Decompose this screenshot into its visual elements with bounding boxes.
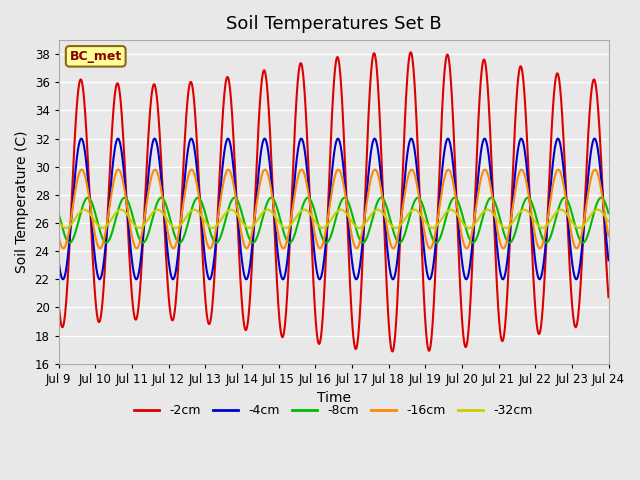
- -4cm: [150, 136, 158, 142]
- -2cm: [594, 105, 602, 111]
- -4cm: [59, 276, 67, 282]
- -2cm: [535, 331, 543, 337]
- -8cm: [118, 198, 125, 204]
- X-axis label: Time: Time: [317, 391, 351, 405]
- -4cm: [290, 190, 298, 195]
- Text: BC_met: BC_met: [70, 50, 122, 63]
- -8cm: [66, 240, 74, 246]
- -2cm: [605, 294, 612, 300]
- -2cm: [289, 159, 297, 165]
- Title: Soil Temperatures Set B: Soil Temperatures Set B: [226, 15, 442, 33]
- -32cm: [594, 207, 602, 213]
- -4cm: [605, 257, 612, 263]
- -8cm: [535, 224, 543, 229]
- -2cm: [118, 106, 125, 111]
- -16cm: [605, 233, 612, 239]
- -32cm: [118, 207, 125, 213]
- -4cm: [594, 148, 602, 154]
- -8cm: [597, 195, 605, 201]
- Line: -32cm: -32cm: [59, 210, 609, 228]
- -8cm: [150, 210, 158, 216]
- -2cm: [407, 49, 415, 55]
- -4cm: [55, 257, 63, 263]
- -2cm: [388, 348, 396, 354]
- -8cm: [605, 210, 612, 216]
- -32cm: [290, 218, 298, 224]
- -16cm: [535, 244, 543, 250]
- -32cm: [150, 208, 158, 214]
- -8cm: [266, 196, 273, 202]
- -16cm: [591, 167, 599, 172]
- -16cm: [150, 167, 158, 173]
- -16cm: [118, 172, 125, 178]
- -2cm: [150, 82, 158, 87]
- -4cm: [535, 276, 543, 281]
- Line: -2cm: -2cm: [59, 52, 609, 351]
- -8cm: [290, 235, 298, 240]
- -32cm: [605, 219, 612, 225]
- Line: -16cm: -16cm: [59, 169, 609, 248]
- -32cm: [266, 207, 273, 213]
- -8cm: [594, 198, 602, 204]
- Legend: -2cm, -4cm, -8cm, -16cm, -32cm: -2cm, -4cm, -8cm, -16cm, -32cm: [129, 399, 538, 422]
- -32cm: [55, 219, 63, 225]
- -16cm: [60, 245, 67, 251]
- -32cm: [594, 207, 602, 213]
- -2cm: [266, 119, 273, 125]
- -16cm: [266, 179, 273, 184]
- Y-axis label: Soil Temperature (C): Soil Temperature (C): [15, 131, 29, 273]
- -32cm: [62, 225, 70, 231]
- -4cm: [118, 148, 125, 154]
- -32cm: [535, 223, 543, 229]
- -2cm: [55, 299, 63, 304]
- -4cm: [266, 160, 273, 166]
- Line: -4cm: -4cm: [59, 139, 609, 279]
- Line: -8cm: -8cm: [59, 198, 609, 243]
- -8cm: [55, 210, 63, 216]
- -4cm: [591, 136, 598, 142]
- -16cm: [594, 172, 602, 178]
- -16cm: [55, 233, 63, 239]
- -16cm: [290, 199, 298, 205]
